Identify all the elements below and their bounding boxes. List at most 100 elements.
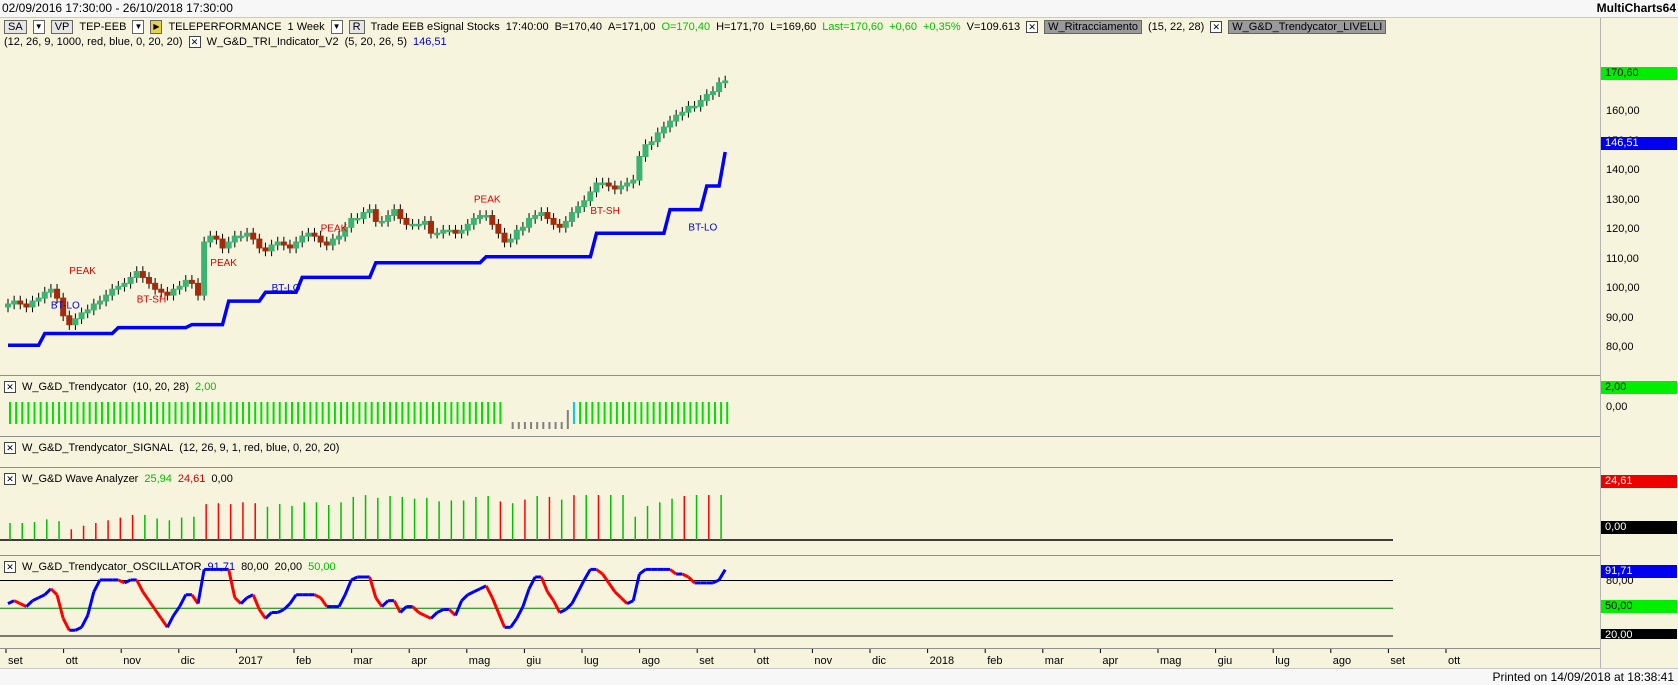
candle (660, 126, 667, 134)
oscillator-line-segment (233, 596, 242, 605)
time-axis-label: ago (1333, 655, 1351, 667)
candle (673, 114, 680, 122)
candle (642, 144, 649, 157)
sa-button[interactable]: SA (4, 20, 27, 34)
close-icon[interactable]: ✕ (4, 561, 16, 573)
close-icon[interactable]: ✕ (1026, 21, 1039, 33)
sa-dropdown-icon[interactable]: ▼ (32, 20, 45, 34)
close-icon[interactable]: ✕ (188, 36, 201, 48)
oscillator-line-segment (117, 578, 126, 585)
candle (458, 229, 465, 234)
candle (348, 217, 355, 228)
oscillator-line-segment (467, 590, 475, 597)
candle (237, 235, 244, 239)
wave-pane[interactable]: ✕ W_G&D Wave Analyzer 25,94 24,61 0,00 (0, 468, 1600, 556)
price-pane[interactable]: SA ▼ VP TEP-EEB ▼ ▶ TELEPERFORMANCE 1 Week… (0, 18, 1600, 376)
oscillator-line-segment (490, 597, 500, 614)
oscillator-line-segment (595, 568, 604, 576)
oscillator-pane[interactable]: ✕ W_G&D_Trendycator_OSCILLATOR 91,71 80,… (0, 556, 1600, 648)
candle (35, 297, 42, 302)
oscillator-line-segment (61, 617, 71, 631)
candle (115, 285, 122, 290)
candle (526, 217, 533, 228)
oscillator-line-segment (74, 625, 83, 632)
interval-dropdown-icon[interactable]: ▼ (330, 20, 343, 34)
oscillator-line-segment (277, 608, 285, 614)
symbol-label: TEP-EEB (79, 21, 127, 33)
symbol-dropdown-icon[interactable]: ▼ (132, 20, 145, 34)
candle (544, 212, 551, 219)
oscillator-line-segment (521, 588, 531, 608)
signal-header: ✕ W_G&D_Trendycator_SIGNAL (12, 26, 9, 1… (4, 442, 339, 454)
signal-pane[interactable]: ✕ W_G&D_Trendycator_SIGNAL (12, 26, 9, 1… (0, 437, 1600, 468)
close-icon[interactable]: ✕ (4, 381, 16, 393)
indicator-flag: 146,51 (1601, 137, 1677, 150)
wave-flag: 24,61 (1601, 475, 1677, 488)
printed-label: Printed on 14/09/2018 at 18:38:41 (1492, 670, 1674, 684)
close-icon[interactable]: ✕ (1210, 21, 1223, 33)
candle (556, 223, 563, 228)
wave-value-1: 25,94 (144, 473, 172, 485)
candle (336, 235, 343, 240)
candle (274, 241, 281, 246)
trendycator-zero-label: 0,00 (1606, 401, 1628, 413)
oscillator-line-segment (546, 590, 555, 602)
trendycator-pane[interactable]: ✕ W_G&D_Trendycator (10, 20, 28) 2,00 (0, 376, 1600, 437)
candle (262, 247, 269, 252)
r-button[interactable]: R (348, 20, 365, 34)
close-icon[interactable]: ✕ (4, 473, 16, 485)
trendycator-header: ✕ W_G&D_Trendycator (10, 20, 28) 2,00 (4, 381, 216, 393)
close-icon[interactable]: ✕ (4, 442, 16, 454)
candle (378, 220, 385, 224)
annotation-label: PEAK (321, 223, 348, 234)
indicator-livelli[interactable]: W_G&D_Trendycator_LIVELLI (1228, 20, 1387, 34)
candle (133, 271, 140, 278)
oscillator-line-segment (313, 593, 322, 600)
oscillator-line-segment (638, 568, 647, 576)
candle (409, 223, 416, 227)
oscillator-chart[interactable] (0, 556, 1600, 648)
oscillator-line-segment (374, 596, 384, 608)
candle (385, 215, 392, 222)
price-axis-label: 80,00 (1606, 341, 1634, 354)
price-chart[interactable]: PEAK BT-LO BT-SH PEAK BT-LO PEAK PEAK BT-SH BT-L… (0, 18, 1600, 375)
time-axis: set ott nov dic 2017 feb mar apr mag giu lug ago set… (0, 648, 1600, 669)
trendycator-chart[interactable] (0, 376, 1600, 436)
candle (391, 209, 398, 217)
oscillator-line-segment (13, 599, 21, 605)
candle (78, 312, 85, 320)
oscillator-line-segment (712, 578, 720, 585)
price-axis[interactable] (1600, 18, 1678, 668)
candle (446, 229, 453, 233)
price-pane-header-line2: (12, 26, 9, 1000, red, blue, 0, 20, 20) … (4, 36, 447, 48)
company-icon[interactable]: ▶ (150, 20, 163, 34)
oscillator-line-segment (570, 591, 580, 605)
candle (483, 215, 490, 218)
oscillator-line-segment (424, 614, 432, 620)
candle (519, 226, 526, 231)
oscillator-line-segment (484, 585, 494, 599)
indicator-ritracciamento[interactable]: W_Ritracciamento (1044, 20, 1142, 34)
candle (568, 212, 575, 222)
oscillator-line-segment (37, 593, 46, 600)
date-range: 02/09/2016 17:30:00 - 26/10/2018 17:30:0… (2, 1, 233, 15)
oscillator-line-segment (539, 576, 549, 593)
time-axis-label: lug (1275, 655, 1290, 667)
oscillator-value-1: 91,71 (207, 561, 236, 573)
vp-button[interactable]: VP (50, 20, 74, 34)
candle (691, 105, 698, 109)
candle (464, 223, 471, 231)
oscillator-line-segment (147, 599, 157, 611)
time-axis-label: ott (757, 655, 769, 667)
candle (495, 223, 502, 234)
candle (84, 309, 91, 314)
oscillator-line-segment (19, 602, 28, 608)
oscillator-line-segment (86, 591, 96, 616)
oscillator-line-segment (7, 599, 15, 605)
oscillator-line-segment (178, 594, 188, 608)
wave-chart[interactable] (0, 468, 1600, 555)
oscillator-line-segment (25, 599, 34, 608)
candle (182, 279, 189, 287)
time-axis-label: feb (296, 655, 311, 667)
candle (624, 182, 631, 187)
